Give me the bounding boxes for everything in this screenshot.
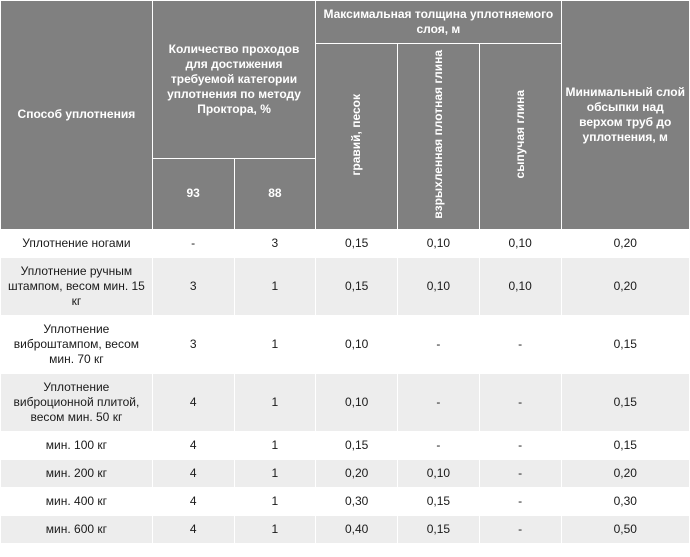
cell-p88: 1 <box>234 459 316 487</box>
cell-t3: 0,10 <box>479 257 561 315</box>
cell-t2: - <box>398 431 480 459</box>
table-row: мин. 200 кг410,200,10-0,20 <box>1 459 690 487</box>
cell-p88: 1 <box>234 515 316 543</box>
cell-t3: - <box>479 431 561 459</box>
cell-method: Уплотнение виброционной плитой, весом ми… <box>1 373 153 431</box>
table-row: Уплотнение виброционной плитой, весом ми… <box>1 373 690 431</box>
cell-p93: 4 <box>152 431 234 459</box>
cell-method: Уплотнение ногами <box>1 229 153 257</box>
cell-min: 0,50 <box>561 515 690 543</box>
col-minlayer-header: Минимальный слой обсыпки над верхом труб… <box>561 1 690 230</box>
table-row: Уплотнение виброштампом, весом мин. 70 к… <box>1 315 690 373</box>
cell-p93: 3 <box>152 257 234 315</box>
cell-min: 0,15 <box>561 373 690 431</box>
col-thickness-group-header: Максимальная толщина уплотняемого слоя, … <box>316 1 561 44</box>
col-thickness-sub-1: взрыхленная плотная глина <box>398 44 480 230</box>
cell-p93: 4 <box>152 373 234 431</box>
cell-p93: 3 <box>152 315 234 373</box>
table-row: мин. 100 кг410,15--0,15 <box>1 431 690 459</box>
cell-t3: - <box>479 487 561 515</box>
table-row: мин. 400 кг410,300,15-0,30 <box>1 487 690 515</box>
compaction-table: Способ уплотнения Количество проходов дл… <box>0 0 690 544</box>
cell-method: Уплотнение ручным штампом, весом мин. 15… <box>1 257 153 315</box>
cell-p88: 1 <box>234 315 316 373</box>
cell-min: 0,15 <box>561 431 690 459</box>
col-passes-sub-88: 88 <box>234 158 316 229</box>
cell-min: 0,20 <box>561 257 690 315</box>
cell-t3: - <box>479 515 561 543</box>
cell-t1: 0,20 <box>316 459 398 487</box>
cell-t1: 0,10 <box>316 373 398 431</box>
cell-method: мин. 200 кг <box>1 459 153 487</box>
cell-t1: 0,40 <box>316 515 398 543</box>
col-thickness-sub-0: гравий, песок <box>316 44 398 230</box>
cell-t2: 0,10 <box>398 229 480 257</box>
table-row: Уплотнение ногами-30,150,100,100,20 <box>1 229 690 257</box>
col-thickness-sub-0-label: гравий, песок <box>349 94 364 176</box>
cell-method: Уплотнение виброштампом, весом мин. 70 к… <box>1 315 153 373</box>
cell-t1: 0,15 <box>316 257 398 315</box>
cell-t2: - <box>398 373 480 431</box>
cell-t2: 0,15 <box>398 515 480 543</box>
col-passes-sub-93: 93 <box>152 158 234 229</box>
table-body: Уплотнение ногами-30,150,100,100,20Уплот… <box>1 229 690 543</box>
col-thickness-sub-1-label: взрыхленная плотная глина <box>431 50 446 219</box>
cell-t1: 0,30 <box>316 487 398 515</box>
col-thickness-sub-2: сыпучая глина <box>479 44 561 230</box>
cell-p88: 1 <box>234 373 316 431</box>
table-header: Способ уплотнения Количество проходов дл… <box>1 1 690 230</box>
cell-t1: 0,15 <box>316 229 398 257</box>
cell-method: мин. 600 кг <box>1 515 153 543</box>
cell-method: мин. 100 кг <box>1 431 153 459</box>
col-thickness-sub-2-label: сыпучая глина <box>513 90 528 178</box>
col-method-header: Способ уплотнения <box>1 1 153 230</box>
cell-p88: 3 <box>234 229 316 257</box>
col-passes-group-header: Количество проходов для достижения требу… <box>152 1 315 159</box>
cell-t3: 0,10 <box>479 229 561 257</box>
cell-t1: 0,10 <box>316 315 398 373</box>
cell-min: 0,15 <box>561 315 690 373</box>
cell-t3: - <box>479 315 561 373</box>
cell-p88: 1 <box>234 431 316 459</box>
cell-p93: 4 <box>152 487 234 515</box>
cell-t2: 0,15 <box>398 487 480 515</box>
table-row: Уплотнение ручным штампом, весом мин. 15… <box>1 257 690 315</box>
cell-p88: 1 <box>234 257 316 315</box>
cell-t2: 0,10 <box>398 459 480 487</box>
cell-min: 0,20 <box>561 229 690 257</box>
cell-p93: 4 <box>152 515 234 543</box>
cell-t2: 0,10 <box>398 257 480 315</box>
cell-t3: - <box>479 373 561 431</box>
cell-min: 0,30 <box>561 487 690 515</box>
cell-t3: - <box>479 459 561 487</box>
cell-p93: - <box>152 229 234 257</box>
cell-p93: 4 <box>152 459 234 487</box>
cell-t2: - <box>398 315 480 373</box>
cell-min: 0,20 <box>561 459 690 487</box>
table-row: мин. 600 кг410,400,15-0,50 <box>1 515 690 543</box>
cell-t1: 0,15 <box>316 431 398 459</box>
cell-p88: 1 <box>234 487 316 515</box>
cell-method: мин. 400 кг <box>1 487 153 515</box>
